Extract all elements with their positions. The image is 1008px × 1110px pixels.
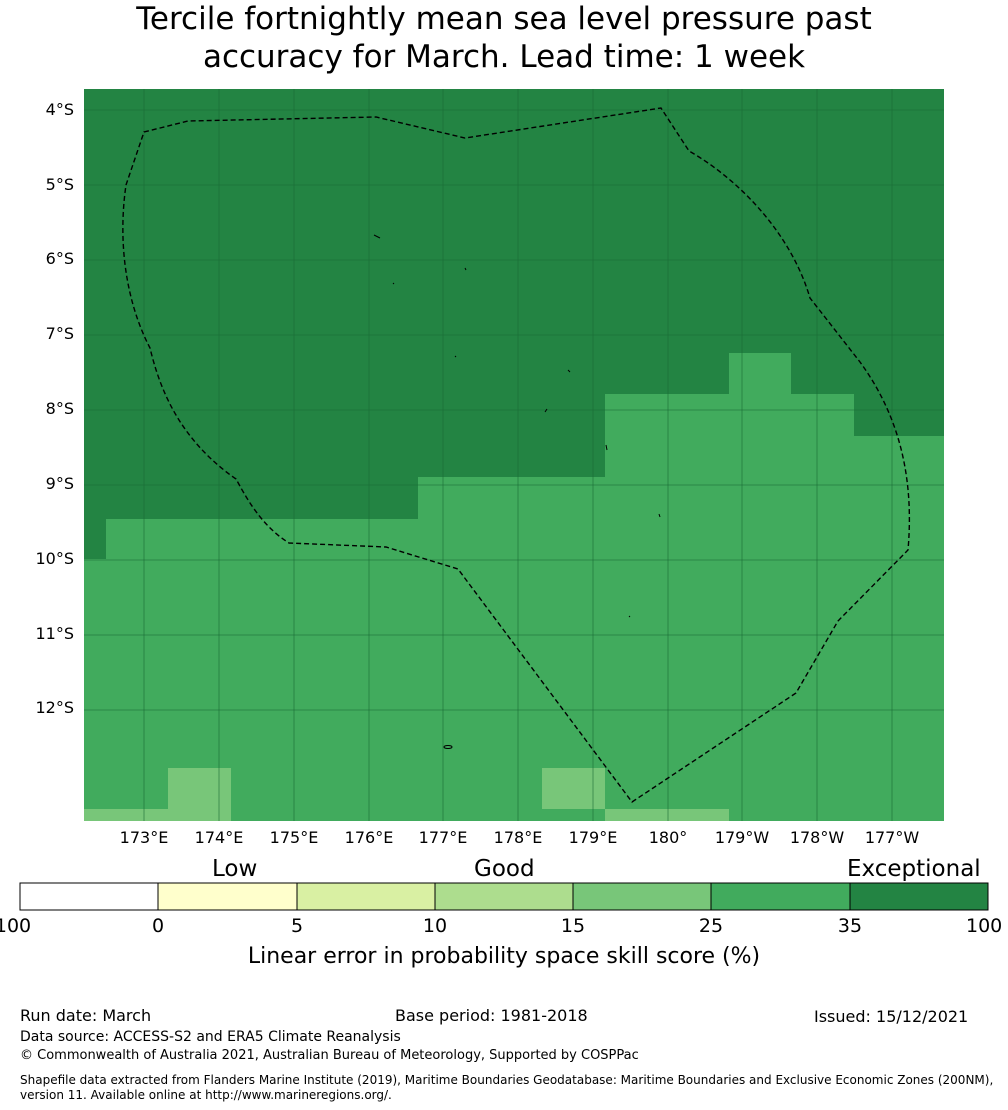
colorbar	[19, 882, 989, 911]
title-line-2: accuracy for March. Lead time: 1 week	[202, 39, 806, 75]
colorbar-title: Linear error in probability space skill …	[247, 944, 761, 969]
lat-label: 4°S	[45, 100, 74, 119]
skill-region-25-35	[84, 353, 944, 821]
category-label-exceptional: Exceptional	[847, 856, 981, 882]
colorbar-segment	[20, 883, 158, 910]
colorbar-tick-label: 35	[837, 915, 863, 937]
eez-boundary	[122, 107, 911, 803]
lat-label: 12°S	[35, 698, 74, 717]
skill-patch-15-25	[605, 809, 729, 821]
skill-patch-15-25	[168, 768, 231, 821]
colorbar-tick-label: 100	[966, 915, 1003, 937]
issued-date: Issued: 15/12/2021	[814, 1007, 969, 1026]
lat-label: 7°S	[45, 324, 74, 343]
lon-label: 177°W	[864, 828, 920, 847]
lat-label: 10°S	[35, 549, 74, 568]
colorbar-segment	[711, 883, 850, 910]
colorbar-frame	[19, 882, 989, 911]
colorbar-tick-label: 25	[698, 915, 724, 937]
lat-label: 8°S	[45, 399, 74, 418]
lon-label: 175°E	[269, 828, 319, 847]
islands	[373, 234, 661, 749]
colorbar-tick-label: 15	[560, 915, 586, 937]
lon-label: 178°W	[789, 828, 845, 847]
lat-label: 6°S	[45, 249, 74, 268]
shapefile-credit: Shapefile data extracted from Flanders M…	[20, 1073, 994, 1102]
category-label-good: Good	[474, 856, 535, 882]
lat-label: 9°S	[45, 474, 74, 493]
colorbar-tick-label: -100	[0, 915, 32, 937]
lon-label: 177°E	[418, 828, 468, 847]
colorbar-segment	[573, 883, 711, 910]
lat-label: 5°S	[45, 175, 74, 194]
lon-label: 174°E	[194, 828, 244, 847]
category-label-low: Low	[212, 856, 258, 882]
skill-patch-15-25	[84, 809, 168, 821]
data-source: Data source: ACCESS-S2 and ERA5 Climate …	[20, 1029, 401, 1045]
copyright: © Commonwealth of Australia 2021, Austra…	[20, 1048, 639, 1063]
lon-label: 179°W	[714, 828, 770, 847]
map-title: Tercile fortnightly mean sea level press…	[0, 0, 1008, 76]
lon-label: 176°E	[344, 828, 394, 847]
base-period: Base period: 1981-2018	[395, 1006, 588, 1025]
lon-label: 179°E	[568, 828, 618, 847]
lon-label: 178°E	[493, 828, 543, 847]
colorbar-tick-label: 10	[422, 915, 448, 937]
run-date: Run date: March	[20, 1006, 152, 1025]
gridlines	[84, 89, 944, 821]
title-line-1: Tercile fortnightly mean sea level press…	[136, 1, 872, 37]
colorbar-segment	[297, 883, 435, 910]
colorbar-segment	[850, 883, 988, 910]
colorbar-tick-label: 0	[151, 915, 165, 937]
colorbar-segment	[158, 883, 297, 910]
lon-label: 180°	[648, 828, 688, 847]
colorbar-segment	[435, 883, 573, 910]
colorbar-tick-label: 5	[290, 915, 304, 937]
lon-label: 173°E	[119, 828, 169, 847]
skill-patch-15-25	[542, 768, 605, 809]
lat-label: 11°S	[35, 624, 74, 643]
